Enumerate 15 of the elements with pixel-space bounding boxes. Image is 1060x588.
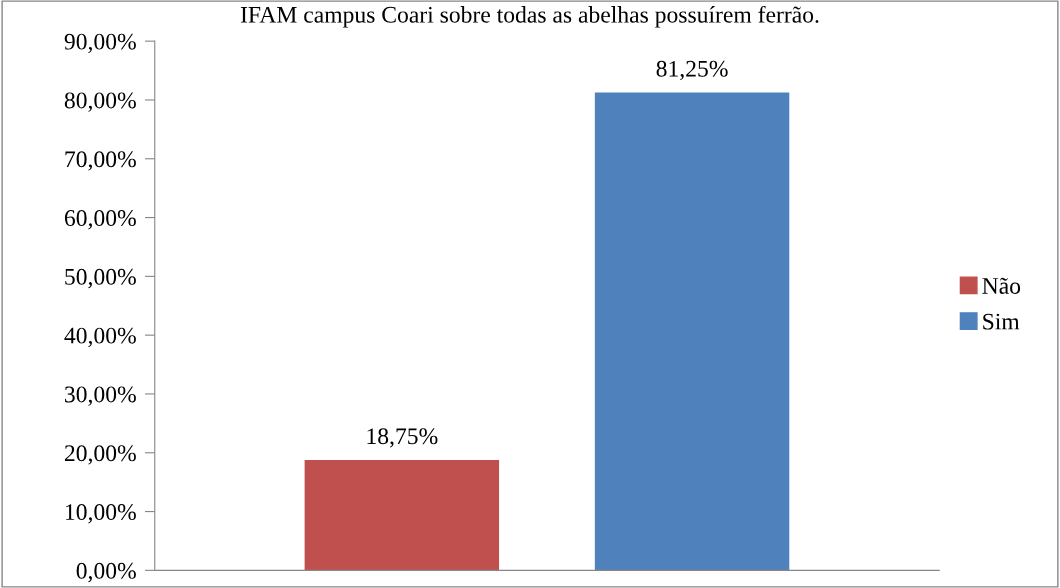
y-tick-label: 80,00% <box>64 92 136 112</box>
y-tick-label: 50,00% <box>65 268 136 289</box>
y-tick-label: 90,00% <box>64 33 136 53</box>
y-tick-label: 10,00% <box>65 504 136 524</box>
chart-title: IFAM campus Coari sobre todas as abelhas possuírem ferrão. <box>240 5 819 28</box>
y-tick-label: 30,00% <box>65 386 136 406</box>
data-label: 18,75% <box>367 428 438 448</box>
y-tick-label: 40,00% <box>64 327 136 347</box>
y-tick-label: 60,00% <box>64 210 136 230</box>
y-tick-label: 0,00% <box>76 562 136 583</box>
y-tick-label: 20,00% <box>64 445 136 465</box>
y-tick-label: 70,00% <box>65 151 136 171</box>
legend-label: Sim <box>983 313 1020 330</box>
data-label: 81,25% <box>656 60 728 81</box>
legend-label: Não <box>982 277 1021 294</box>
